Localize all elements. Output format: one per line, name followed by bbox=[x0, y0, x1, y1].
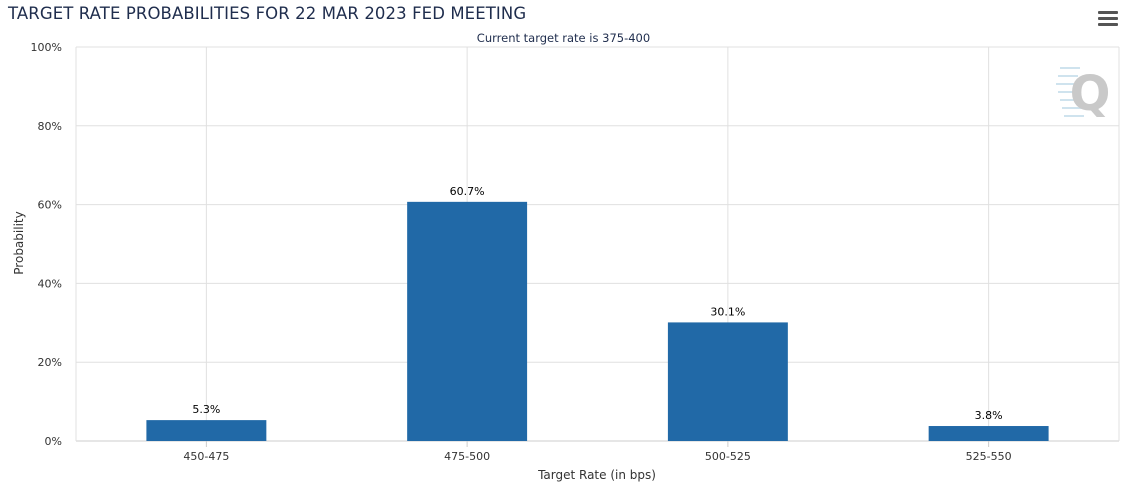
axis-layer: 0% 20% 40% 60% 80% 100% 450-475 475-500 500-525 5… bbox=[31, 41, 1012, 463]
y-tick-label: 60% bbox=[38, 199, 62, 212]
y-tick-label: 80% bbox=[38, 120, 62, 133]
x-tick-label: 450-475 bbox=[183, 450, 229, 463]
bar-475-500[interactable] bbox=[407, 201, 528, 441]
x-tick-label: 525-550 bbox=[966, 450, 1012, 463]
grid-layer bbox=[75, 46, 1120, 442]
bar-450-475[interactable] bbox=[146, 420, 267, 441]
chart-subtitle: Current target rate is 375-400 bbox=[476, 31, 651, 45]
data-label: 30.1% bbox=[710, 305, 745, 318]
y-tick-label: 20% bbox=[38, 356, 62, 369]
watermark-letter: Q bbox=[1070, 66, 1111, 122]
y-axis-title: Probability bbox=[12, 211, 26, 274]
label-layer: 5.3% 60.7% 30.1% 3.8% bbox=[192, 185, 1002, 422]
data-label: 5.3% bbox=[192, 403, 220, 416]
y-tick-label: 100% bbox=[31, 41, 62, 54]
data-label: 3.8% bbox=[975, 409, 1003, 422]
x-tick-label: 500-525 bbox=[705, 450, 751, 463]
hamburger-menu-icon[interactable] bbox=[1098, 11, 1118, 27]
y-tick-label: 0% bbox=[45, 435, 62, 448]
bar-layer bbox=[146, 201, 1049, 441]
bar-525-550[interactable] bbox=[928, 426, 1049, 441]
y-tick-label: 40% bbox=[38, 277, 62, 290]
chart-title: TARGET RATE PROBABILITIES FOR 22 MAR 202… bbox=[8, 4, 527, 23]
q-watermark-logo: Q bbox=[1056, 66, 1110, 122]
data-label: 60.7% bbox=[450, 185, 485, 198]
bar-500-525[interactable] bbox=[667, 322, 788, 441]
x-axis-title: Target Rate (in bps) bbox=[537, 468, 656, 482]
x-tick-label: 475-500 bbox=[444, 450, 490, 463]
